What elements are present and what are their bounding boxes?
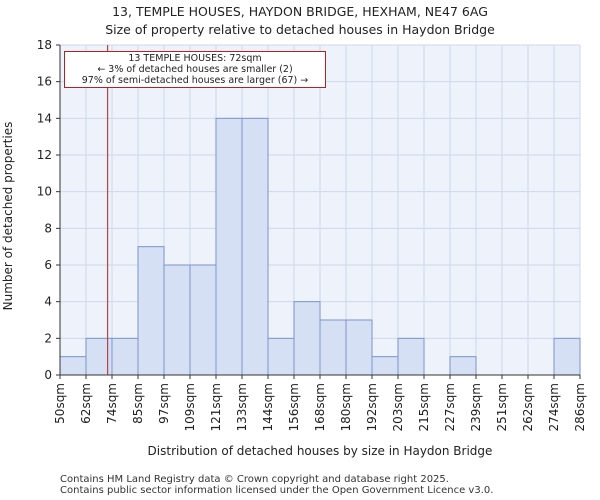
histogram-bar	[293, 301, 321, 376]
y-tick-label: 14	[37, 111, 52, 125]
x-tick-label: 50sqm	[53, 383, 67, 424]
x-tick-label: 121sqm	[209, 383, 223, 431]
histogram-bar	[241, 117, 269, 376]
x-tick-label: 262sqm	[521, 383, 535, 431]
x-tick-label: 168sqm	[313, 383, 327, 431]
histogram-bar	[59, 356, 87, 376]
annotation-box: 13 TEMPLE HOUSES: 72sqm ← 3% of detached…	[64, 51, 326, 88]
y-axis-label: Number of detached properties	[1, 121, 15, 311]
x-tick-label: 85sqm	[131, 383, 145, 424]
y-tick-label: 10	[37, 185, 52, 199]
y-tick-label: 2	[44, 331, 52, 345]
histogram-bar	[345, 319, 373, 376]
y-tick-label: 8	[44, 221, 52, 235]
annotation-line-3: 97% of semi-detached houses are larger (…	[81, 75, 309, 86]
x-tick-label: 62sqm	[79, 383, 93, 424]
y-tick-label: 16	[37, 75, 52, 89]
x-tick-label: 274sqm	[547, 383, 561, 431]
x-tick-label: 192sqm	[365, 383, 379, 431]
chart-subtitle: Size of property relative to detached ho…	[105, 22, 495, 37]
chart-title: 13, TEMPLE HOUSES, HAYDON BRIDGE, HEXHAM…	[112, 4, 488, 19]
x-tick-label: 239sqm	[469, 383, 483, 431]
x-tick-label: 215sqm	[417, 383, 431, 431]
y-tick-label: 4	[44, 295, 52, 309]
histogram-bar	[163, 264, 191, 376]
x-tick-label: 156sqm	[287, 383, 301, 431]
y-tick-label: 0	[44, 368, 52, 382]
y-tick-label: 18	[37, 38, 52, 52]
histogram-bar	[553, 337, 581, 376]
x-tick-label: 133sqm	[235, 383, 249, 431]
histogram-bar	[267, 337, 295, 376]
x-tick-label: 144sqm	[261, 383, 275, 431]
x-axis-label: Distribution of detached houses by size …	[147, 444, 493, 458]
footer-line-1: Contains HM Land Registry data © Crown c…	[60, 474, 449, 485]
x-tick-label: 251sqm	[495, 383, 509, 431]
histogram-bar	[215, 117, 243, 376]
x-tick-label: 286sqm	[573, 383, 587, 431]
x-tick-label: 97sqm	[157, 383, 171, 424]
x-tick-label: 227sqm	[443, 383, 457, 431]
histogram-bar	[371, 356, 399, 376]
footer-line-2: Contains public sector information licen…	[60, 485, 494, 496]
y-tick-label: 6	[44, 258, 52, 272]
x-tick-label: 74sqm	[105, 383, 119, 424]
histogram-bar	[397, 337, 425, 376]
x-tick-label: 180sqm	[339, 383, 353, 431]
histogram-bar	[189, 264, 217, 376]
histogram-bar	[319, 319, 347, 376]
y-tick-label: 12	[37, 148, 52, 162]
histogram-bar	[111, 337, 139, 376]
annotation-line-1: 13 TEMPLE HOUSES: 72sqm	[128, 53, 262, 64]
histogram-bar	[137, 246, 165, 376]
x-tick-label: 109sqm	[183, 383, 197, 431]
x-tick-label: 203sqm	[391, 383, 405, 431]
histogram-bar	[449, 356, 477, 376]
annotation-line-2: ← 3% of detached houses are smaller (2)	[97, 64, 293, 75]
